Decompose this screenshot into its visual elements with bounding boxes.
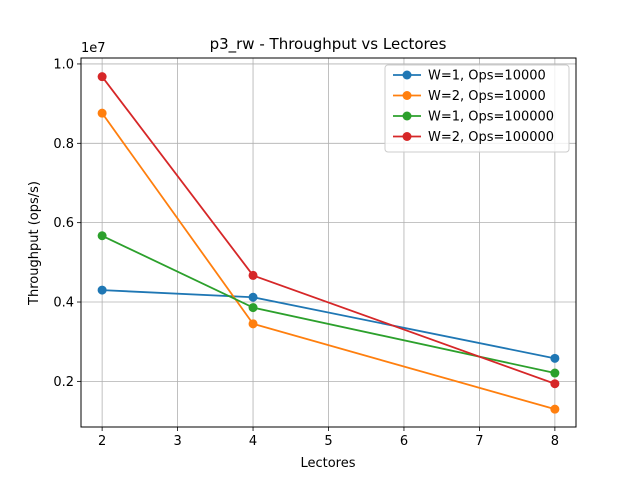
legend-label: W=2, Ops=10000 xyxy=(428,89,546,104)
series-2 xyxy=(97,108,560,414)
series-layer xyxy=(97,72,560,414)
x-axis: 2 3 4 5 6 7 8 xyxy=(98,427,559,449)
x-tick-label: 6 xyxy=(400,434,408,449)
x-tick-label: 4 xyxy=(249,434,257,449)
data-point xyxy=(248,319,258,329)
series-1 xyxy=(97,285,560,363)
legend-entry: W=2, Ops=10000 xyxy=(393,89,546,104)
data-point xyxy=(550,368,560,378)
series-3 xyxy=(97,231,560,378)
legend-label: W=1, Ops=100000 xyxy=(428,110,554,125)
data-point xyxy=(97,72,107,82)
chart-title: p3_rw - Throughput vs Lectores xyxy=(210,35,447,54)
series-4 xyxy=(97,72,560,389)
x-tick-label: 5 xyxy=(324,434,332,449)
legend-swatch-marker xyxy=(402,111,412,121)
y-tick-label: 1.0 xyxy=(53,57,74,72)
data-point xyxy=(248,270,258,280)
y-tick-label: 0.6 xyxy=(53,216,74,231)
y-tick-label: 0.8 xyxy=(53,137,74,152)
legend: W=1, Ops=10000 W=2, Ops=10000 W=1, Ops=100… xyxy=(384,64,570,153)
data-point xyxy=(97,108,107,118)
x-tick-label: 8 xyxy=(551,434,559,449)
legend-entry: W=1, Ops=100000 xyxy=(393,110,554,125)
data-point xyxy=(248,292,258,302)
legend-swatch-marker xyxy=(402,91,412,100)
y-axis: 0.2 0.4 0.6 0.8 1.0 xyxy=(53,57,81,390)
legend-label: W=2, Ops=100000 xyxy=(428,130,554,145)
x-tick-label: 2 xyxy=(98,434,106,449)
y-axis-scale-label: 1e7 xyxy=(81,41,106,56)
x-tick-label: 3 xyxy=(173,434,181,449)
legend-box xyxy=(384,64,570,153)
legend-entry: W=1, Ops=10000 xyxy=(393,69,546,84)
legend-entry: W=2, Ops=100000 xyxy=(393,130,554,145)
data-point xyxy=(550,379,560,389)
y-tick-label: 0.4 xyxy=(53,296,74,311)
x-tick-label: 7 xyxy=(475,434,483,449)
data-point xyxy=(550,353,560,363)
data-point xyxy=(97,285,107,295)
data-point xyxy=(248,303,258,313)
data-point xyxy=(97,231,107,241)
y-axis-label: Throughput (ops/s) xyxy=(27,181,42,306)
legend-swatch-marker xyxy=(402,70,412,80)
legend-swatch-marker xyxy=(402,132,412,141)
data-point xyxy=(550,404,560,414)
x-axis-label: Lectores xyxy=(300,456,355,471)
y-tick-label: 0.2 xyxy=(53,375,74,390)
legend-label: W=1, Ops=10000 xyxy=(428,69,546,84)
